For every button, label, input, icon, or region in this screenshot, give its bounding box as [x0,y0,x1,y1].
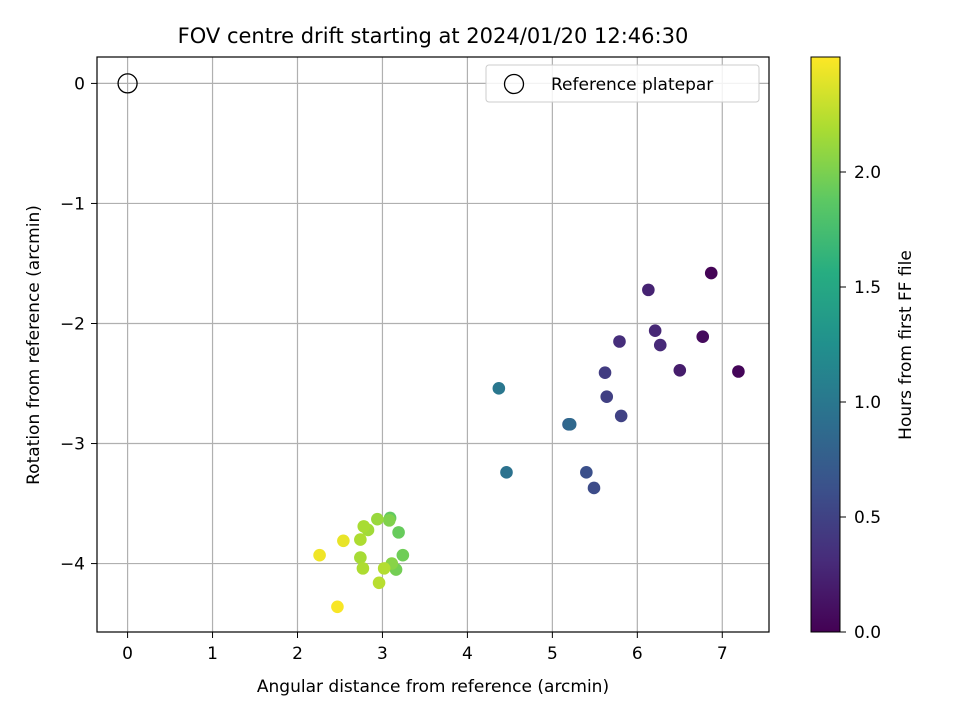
data-point [613,335,626,348]
data-point [642,283,655,297]
x-tick-label: 0 [122,644,133,664]
y-tick-label: −3 [60,435,85,455]
y-axis-ticks: 0 −1 −2 −3 −4 [60,74,97,575]
data-point [673,364,687,377]
colorbar-tick-label: 2.0 [854,163,881,183]
data-point [356,562,370,575]
colorbar-tick-label: 1.5 [854,278,881,298]
plot-frame [96,56,770,633]
data-point [492,382,506,395]
x-axis-ticks: 0 1 2 3 4 5 6 7 [122,632,728,664]
data-point [648,324,662,337]
data-point [653,338,667,352]
reference-platepar-marker [117,73,138,94]
y-tick-label: −4 [60,555,85,575]
x-tick-label: 3 [377,644,388,664]
colorbar-tick-label: 1.0 [854,393,881,413]
y-tick-label: −2 [60,314,85,334]
data-point [600,390,614,404]
data-point [500,466,513,479]
data-point [704,266,718,280]
data-point [354,551,367,564]
data-point [354,533,367,546]
y-tick-label: 0 [74,74,85,94]
legend-reference-marker [503,73,525,95]
data-point [732,365,745,378]
colorbar-tick-label: 0.5 [854,508,881,528]
data-point [563,418,577,431]
plot-area [96,56,770,633]
data-point [357,520,371,533]
colorbar-frame [810,56,841,633]
legend: Reference platepar [485,64,760,103]
data-point [587,481,601,495]
colorbar-gradient [811,57,840,632]
data-point [696,330,710,343]
data-point [313,548,326,562]
data-points [313,266,745,614]
x-tick-label: 6 [632,644,643,664]
reference-marker-layer [117,73,138,94]
data-point [372,576,386,590]
y-tick-label: −1 [60,194,85,214]
legend-entry-label: Reference platepar [551,75,713,95]
colorbar-ticks: 0.0 0.5 1.0 1.5 2.0 [840,163,881,643]
data-point [331,600,344,614]
x-axis-label: Angular distance from reference (arcmin) [257,677,609,697]
x-tick-label: 7 [717,644,728,664]
data-point [580,466,593,479]
x-tick-label: 5 [547,644,558,664]
x-tick-label: 2 [292,644,303,664]
data-point [337,534,350,548]
colorbar: 0.0 0.5 1.0 1.5 2.0 Hours from first FF file [810,56,916,643]
grid-lines [97,57,769,632]
data-point [382,514,396,527]
colorbar-label: Hours from first FF file [896,250,916,440]
x-tick-label: 4 [462,644,473,664]
data-point [371,512,384,526]
data-point [377,562,391,575]
data-point [392,526,405,539]
colorbar-tick-label: 0.0 [854,623,881,643]
y-axis-label: Rotation from reference (arcmin) [24,205,44,485]
legend-box [485,64,760,103]
x-tick-label: 1 [207,644,218,664]
data-point [598,366,612,380]
data-point [396,548,410,562]
data-point [614,409,628,423]
chart-title: FOV centre drift starting at 2024/01/20 … [178,24,689,48]
